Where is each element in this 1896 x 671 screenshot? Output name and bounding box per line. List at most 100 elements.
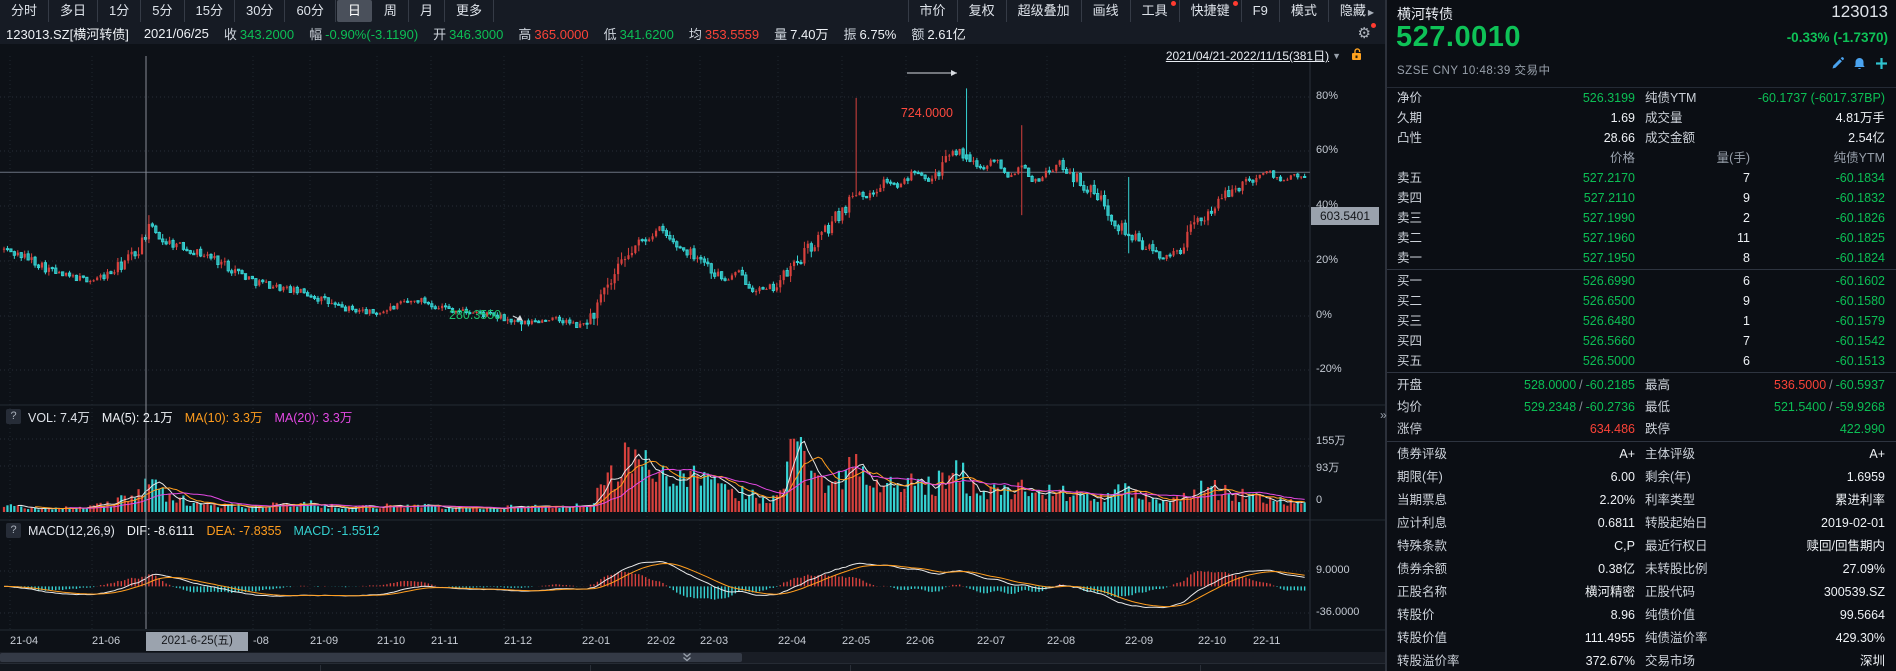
macd-axis-tick: 9.0000 — [1316, 564, 1350, 576]
quote-field-收: 收 343.2000 — [223, 26, 295, 42]
tab-period-分时[interactable]: 分时 — [0, 0, 50, 22]
x-axis-tick: 22-10 — [1198, 635, 1227, 647]
period-low-label: 280.3550 — [449, 308, 502, 322]
collapse-chevron-icon[interactable] — [681, 652, 693, 663]
tab-period-60分[interactable]: 60分 — [285, 0, 336, 22]
x-axis-tick: 21-10 — [377, 635, 406, 647]
lock-icon[interactable] — [1351, 48, 1363, 61]
panel-expander-icon[interactable]: » — [1380, 408, 1387, 422]
x-axis-tick: 22-05 — [842, 635, 871, 647]
bid-row[interactable]: 买五 526.5000 6 -60.1513 — [1397, 354, 1885, 368]
menu-item-画线[interactable]: 画线 — [1080, 0, 1130, 22]
y-axis-tick: 40% — [1316, 199, 1339, 211]
indicator-value: VOL: 7.4万 — [28, 411, 90, 425]
alert-bell-icon[interactable] — [1853, 57, 1866, 70]
add-plus-icon[interactable] — [1875, 57, 1888, 70]
bid-row[interactable]: 买二 526.6500 9 -60.1580 — [1397, 294, 1885, 308]
security-code: 123013 — [1831, 2, 1888, 21]
menu-item-隐藏[interactable]: 隐藏 ▶ — [1327, 0, 1385, 22]
ask-row[interactable]: 卖二 527.1960 11 -60.1825 — [1397, 231, 1885, 245]
period-toolbar: 分时 多日 1分 5分 15分 30分 60分日周月更多 市价 复权 超级叠加 画线 工具 快捷键 F9 模… — [0, 0, 1385, 22]
quote-field-振: 振 6.75% — [843, 26, 897, 42]
menu-item-快捷键[interactable]: 快捷键 — [1178, 0, 1241, 22]
menu-item-超级叠加[interactable]: 超级叠加 — [1005, 0, 1081, 22]
tab-period-多日[interactable]: 多日 — [49, 0, 99, 22]
indicator-value: MA(20): 3.3万 — [274, 411, 353, 425]
tab-period-1分[interactable]: 1分 — [98, 0, 142, 22]
x-axis-tick: 22-08 — [1047, 635, 1076, 647]
quote-field-开: 开 346.3000 — [433, 26, 504, 42]
edit-pencil-icon[interactable] — [1831, 57, 1844, 70]
y-axis-tick: 80% — [1316, 90, 1339, 102]
indicator-value: MACD: -1.5512 — [293, 523, 380, 538]
x-axis-tick: 22-03 — [700, 635, 729, 647]
vol-help-icon[interactable]: ? — [6, 409, 21, 424]
menu-item-F9[interactable]: F9 — [1240, 0, 1279, 22]
indicator-value: MA(5): 2.1万 — [101, 411, 173, 425]
indicator-value: DIF: -8.6111 — [126, 523, 195, 538]
x-axis-tick: 21-06 — [92, 635, 121, 647]
gear-icon: ⚙ — [1357, 24, 1371, 42]
quote-field-幅: 幅 -0.90%(-3.1190) — [309, 26, 419, 42]
chart-graphics — [0, 56, 1385, 631]
x-axis-tick: 22-04 — [778, 635, 807, 647]
ask-row[interactable]: 卖五 527.2170 7 -60.1834 — [1397, 171, 1885, 185]
quote-action-icons — [1831, 57, 1888, 70]
date-range-control[interactable]: 2021/04/21-2022/11/15(381日) ▼ — [1166, 47, 1341, 64]
menu-item-模式[interactable]: 模式 — [1278, 0, 1328, 22]
bid-row[interactable]: 买四 526.5660 7 -60.1542 — [1397, 334, 1885, 348]
quote-field-高: 高 365.0000 — [518, 26, 589, 42]
scrollbar-thumb[interactable] — [0, 653, 742, 662]
quote-details: 净价 526.3199 纯债YTM -60.1737 (-6017.37BP) 久期 1.… — [1387, 88, 1896, 671]
y-axis-tick: 60% — [1316, 144, 1339, 156]
bond-info-row: 正股名称 横河精密 正股代码 300539.SZ — [1397, 585, 1885, 599]
menu-item-市价[interactable]: 市价 — [907, 0, 957, 22]
menu-item-复权[interactable]: 复权 — [956, 0, 1006, 22]
bid-row[interactable]: 买一 526.6990 6 -60.1602 — [1397, 274, 1885, 288]
tab-period-5分[interactable]: 5分 — [141, 0, 185, 22]
x-axis-tick: -08 — [253, 635, 269, 647]
macd-indicator-labels: ? MACD(12,26,9) DIF: -8.6111 DEA: -7.8355 MA… — [6, 523, 392, 538]
volume-axis-tick: 93万 — [1316, 462, 1340, 474]
selected-date-marker: 2021-6-25(五) — [146, 632, 248, 651]
quote-field-量: 量 7.40万 — [774, 26, 829, 42]
tab-period-月[interactable]: 月 — [409, 0, 445, 22]
notification-dot — [1232, 1, 1238, 6]
macd-help-icon[interactable]: ? — [6, 523, 21, 538]
y-axis-tick: 20% — [1316, 254, 1339, 266]
tab-period-周[interactable]: 周 — [373, 0, 409, 22]
ask-row[interactable]: 卖三 527.1990 2 -60.1826 — [1397, 211, 1885, 225]
indicator-value: DEA: -7.8355 — [206, 523, 282, 538]
tab-period-15分[interactable]: 15分 — [185, 0, 235, 22]
x-axis-tick: 22-11 — [1253, 635, 1281, 647]
ask-row[interactable]: 卖四 527.2110 9 -60.1832 — [1397, 191, 1885, 205]
x-axis-tick: 22-09 — [1125, 635, 1154, 647]
x-axis-tick: 21-11 — [431, 635, 459, 647]
bond-info-row: 当期票息 2.20% 利率类型 累进利率 — [1397, 493, 1885, 507]
price-stat-row: 均价 529.2348/-60.2736 最低 521.5400/-59.9268 — [1397, 400, 1885, 414]
settings-gear[interactable]: ⚙ — [1357, 23, 1376, 42]
bond-info-row: 应计利息 0.6811 转股起始日 2019-02-01 — [1397, 516, 1885, 530]
tab-period-30分[interactable]: 30分 — [235, 0, 286, 22]
period-high-label: 724.0000 — [900, 106, 953, 120]
symbol-label: 123013.SZ[横河转债] — [6, 26, 129, 42]
tab-period-日[interactable]: 日 — [336, 0, 372, 22]
macd-axis-tick: -36.0000 — [1316, 606, 1360, 618]
notification-dot — [1170, 1, 1176, 6]
tab-period-更多[interactable]: 更多 — [445, 0, 494, 22]
volume-axis-tick: 0 — [1316, 494, 1323, 506]
chart-scrollbar[interactable] — [0, 652, 1385, 663]
x-axis-tick: 21-09 — [310, 635, 339, 647]
ask-row[interactable]: 卖一 527.1950 8 -60.1824 — [1397, 251, 1885, 265]
chart-canvas[interactable]: 2021/04/21-2022/11/15(381日) ▼ 603.5401 7… — [0, 44, 1385, 671]
price-stat-row: 开盘 528.0000/-60.2185 最高 536.5000/-60.5937 — [1397, 378, 1885, 392]
indicator-value: MACD(12,26,9) — [28, 523, 115, 538]
menu-item-工具[interactable]: 工具 — [1129, 0, 1179, 22]
bond-info-row: 期限(年) 6.00 剩余(年) 1.6959 — [1397, 470, 1885, 484]
bid-row[interactable]: 买三 526.6480 1 -60.1579 — [1397, 314, 1885, 328]
quote-field-额: 额 2.61亿 — [911, 26, 966, 42]
price-stat-row: 涨停 634.486 跌停 422.990 — [1397, 422, 1885, 436]
info-row: 久期 1.69 成交量 4.81万手 — [1397, 111, 1885, 125]
toolbar-menu: 市价 复权 超级叠加 画线 工具 快捷键 F9 模式 隐藏 ▶ — [907, 0, 1385, 22]
